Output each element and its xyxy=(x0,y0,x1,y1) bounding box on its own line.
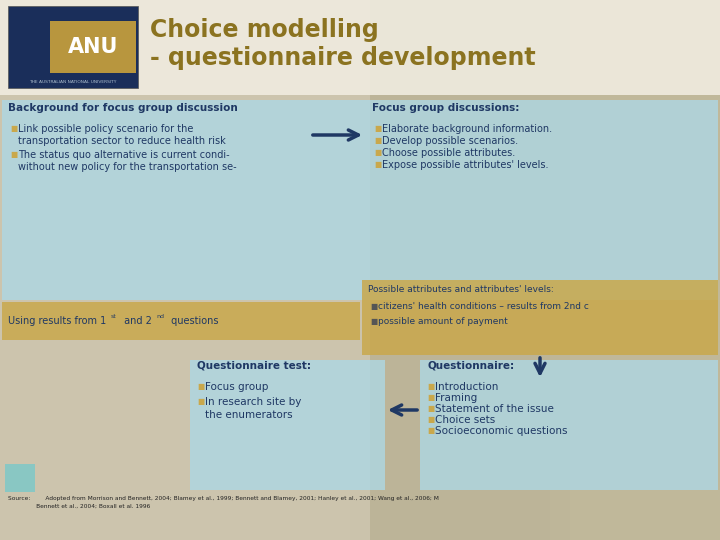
Text: Possible attributes and attributes' levels:: Possible attributes and attributes' leve… xyxy=(368,285,554,294)
Text: ■: ■ xyxy=(427,382,434,391)
Text: Statement of the issue: Statement of the issue xyxy=(435,404,554,414)
Text: ■: ■ xyxy=(370,317,377,326)
Text: Questionnaire test:: Questionnaire test: xyxy=(197,361,311,371)
Bar xyxy=(390,0,430,540)
Bar xyxy=(2,100,718,300)
Text: Choice modelling: Choice modelling xyxy=(150,18,379,42)
Bar xyxy=(0,0,370,540)
Bar xyxy=(190,360,385,490)
Text: Source:        Adopted from Morrison and Bennett, 2004; Blamey et al., 1999; Ben: Source: Adopted from Morrison and Bennet… xyxy=(8,496,439,501)
Bar xyxy=(420,360,718,490)
Text: ■: ■ xyxy=(427,415,434,424)
Text: and 2: and 2 xyxy=(121,316,152,326)
Text: ■: ■ xyxy=(374,160,382,169)
Text: Background for focus group discussion: Background for focus group discussion xyxy=(8,103,238,113)
Text: Bennett et al., 2004; Boxall et al. 1996: Bennett et al., 2004; Boxall et al. 1996 xyxy=(8,504,150,509)
Bar xyxy=(8,6,138,88)
Text: ■: ■ xyxy=(427,404,434,413)
Text: citizens' health conditions – results from 2nd c: citizens' health conditions – results fr… xyxy=(378,302,589,311)
Text: ■: ■ xyxy=(197,382,204,391)
Bar xyxy=(490,0,530,540)
Text: Expose possible attributes' levels.: Expose possible attributes' levels. xyxy=(382,160,549,170)
Bar xyxy=(510,0,550,540)
Text: ANU: ANU xyxy=(68,37,118,57)
Text: Link possible policy scenario for the: Link possible policy scenario for the xyxy=(18,124,194,134)
Text: Choose possible attributes.: Choose possible attributes. xyxy=(382,148,516,158)
Bar xyxy=(370,0,410,540)
Text: ■: ■ xyxy=(374,136,382,145)
Text: without new policy for the transportation se-: without new policy for the transportatio… xyxy=(18,162,237,172)
Text: the enumerators: the enumerators xyxy=(205,410,292,420)
Text: THE AUSTRALIAN NATIONAL UNIVERSITY: THE AUSTRALIAN NATIONAL UNIVERSITY xyxy=(30,80,117,84)
Text: - questionnaire development: - questionnaire development xyxy=(150,46,536,70)
Text: ■: ■ xyxy=(374,148,382,157)
Text: Focus group discussions:: Focus group discussions: xyxy=(372,103,519,113)
Bar xyxy=(2,302,360,340)
Text: questions: questions xyxy=(168,316,218,326)
Text: Focus group: Focus group xyxy=(205,382,269,392)
Bar xyxy=(530,0,570,540)
Text: Questionnaire:: Questionnaire: xyxy=(427,361,514,371)
Text: Introduction: Introduction xyxy=(435,382,498,392)
Bar xyxy=(410,0,450,540)
Text: Using results from 1: Using results from 1 xyxy=(8,316,107,326)
Text: ■: ■ xyxy=(10,124,17,133)
Text: possible amount of payment: possible amount of payment xyxy=(378,317,508,326)
Text: Framing: Framing xyxy=(435,393,477,403)
Text: The status quo alternative is current condi-: The status quo alternative is current co… xyxy=(18,150,230,160)
Text: ■: ■ xyxy=(10,150,17,159)
Bar xyxy=(0,0,720,95)
Text: Elaborate background information.: Elaborate background information. xyxy=(382,124,552,134)
Text: ■: ■ xyxy=(374,124,382,133)
Text: In research site by: In research site by xyxy=(205,397,302,407)
Text: ■: ■ xyxy=(197,397,204,406)
Text: ■: ■ xyxy=(370,302,377,311)
Bar xyxy=(350,0,390,540)
Text: st: st xyxy=(111,314,117,320)
Text: transportation sector to reduce health risk: transportation sector to reduce health r… xyxy=(18,136,226,146)
Text: Socioeconomic questions: Socioeconomic questions xyxy=(435,426,567,436)
Bar xyxy=(430,0,470,540)
Bar xyxy=(362,280,718,355)
Bar xyxy=(450,0,490,540)
Text: Choice sets: Choice sets xyxy=(435,415,495,425)
Bar xyxy=(50,21,136,73)
Text: Develop possible scenarios.: Develop possible scenarios. xyxy=(382,136,518,146)
Text: ■: ■ xyxy=(427,426,434,435)
Bar xyxy=(470,0,510,540)
Text: nd: nd xyxy=(156,314,164,320)
Bar xyxy=(5,464,35,492)
Text: ■: ■ xyxy=(427,393,434,402)
